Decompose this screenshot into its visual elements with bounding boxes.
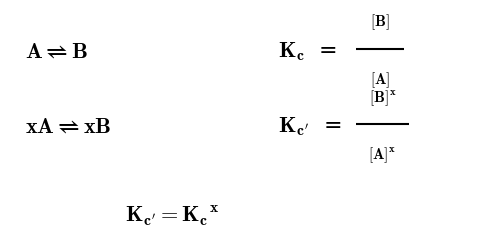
Text: $\mathbf{[B]^x}$: $\mathbf{[B]^x}$	[369, 87, 396, 107]
Text: $\mathbf{[A]^x}$: $\mathbf{[A]^x}$	[368, 145, 397, 165]
Text: $\mathbf{K}_{\mathbf{c}}$  =: $\mathbf{K}_{\mathbf{c}}$ =	[278, 40, 337, 62]
Text: $\mathbf{[B]}$: $\mathbf{[B]}$	[370, 13, 390, 32]
Text: $\mathbf{[A]}$: $\mathbf{[A]}$	[370, 70, 390, 90]
Text: $\mathbf{K}_{\mathbf{c'}}$  =: $\mathbf{K}_{\mathbf{c'}}$ =	[278, 115, 342, 137]
Text: $\mathbf{K}_{\mathbf{c'}} = \mathbf{K}_{\mathbf{c}}{}^{\mathbf{x}}$: $\mathbf{K}_{\mathbf{c'}} = \mathbf{K}_{…	[125, 204, 219, 227]
Text: $\bf{A} \rightleftharpoons \bf{B}$: $\bf{A} \rightleftharpoons \bf{B}$	[25, 40, 88, 62]
Text: $\bf{xA} \rightleftharpoons \bf{xB}$: $\bf{xA} \rightleftharpoons \bf{xB}$	[25, 115, 112, 137]
